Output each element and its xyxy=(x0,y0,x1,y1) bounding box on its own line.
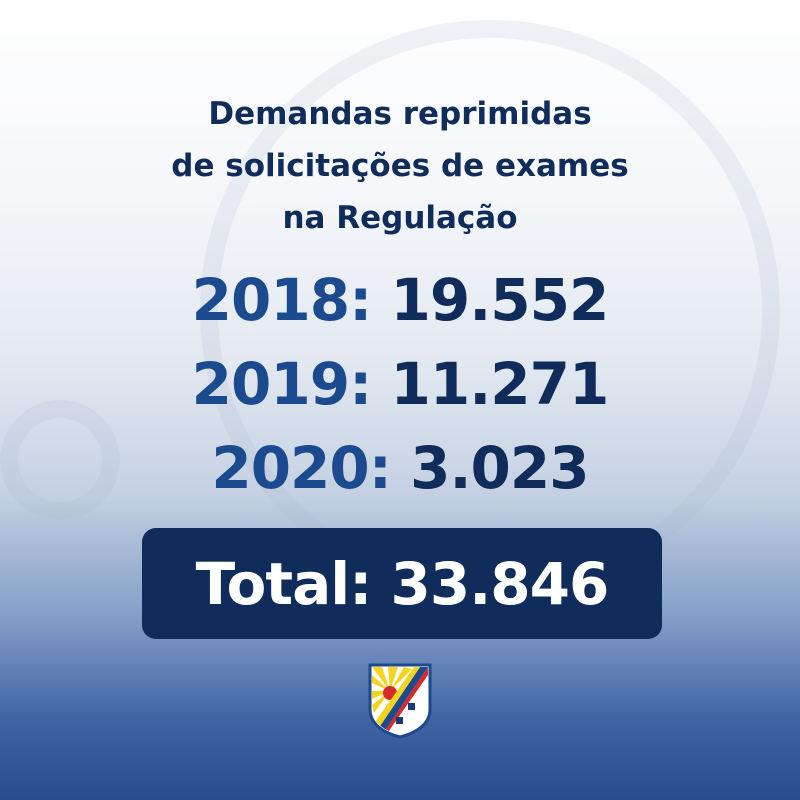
stat-2019: 2019: 11.271 xyxy=(191,350,610,418)
headline-line: de solicitações de exames xyxy=(171,148,629,184)
stat-2018: 2018: 19.552 xyxy=(191,266,610,334)
yearly-stats: 2018: 19.552 2019: 11.271 2020: 3.023 xyxy=(0,258,800,510)
coat-of-arms-icon xyxy=(368,663,432,739)
headline: Demandas reprimidas de solicitações de e… xyxy=(0,88,800,244)
stat-2020: 2020: 3.023 xyxy=(211,434,589,502)
headline-line: Demandas reprimidas xyxy=(208,96,592,132)
total-badge: Total: 33.846 xyxy=(142,528,662,639)
headline-line: na Regulação xyxy=(282,200,518,236)
